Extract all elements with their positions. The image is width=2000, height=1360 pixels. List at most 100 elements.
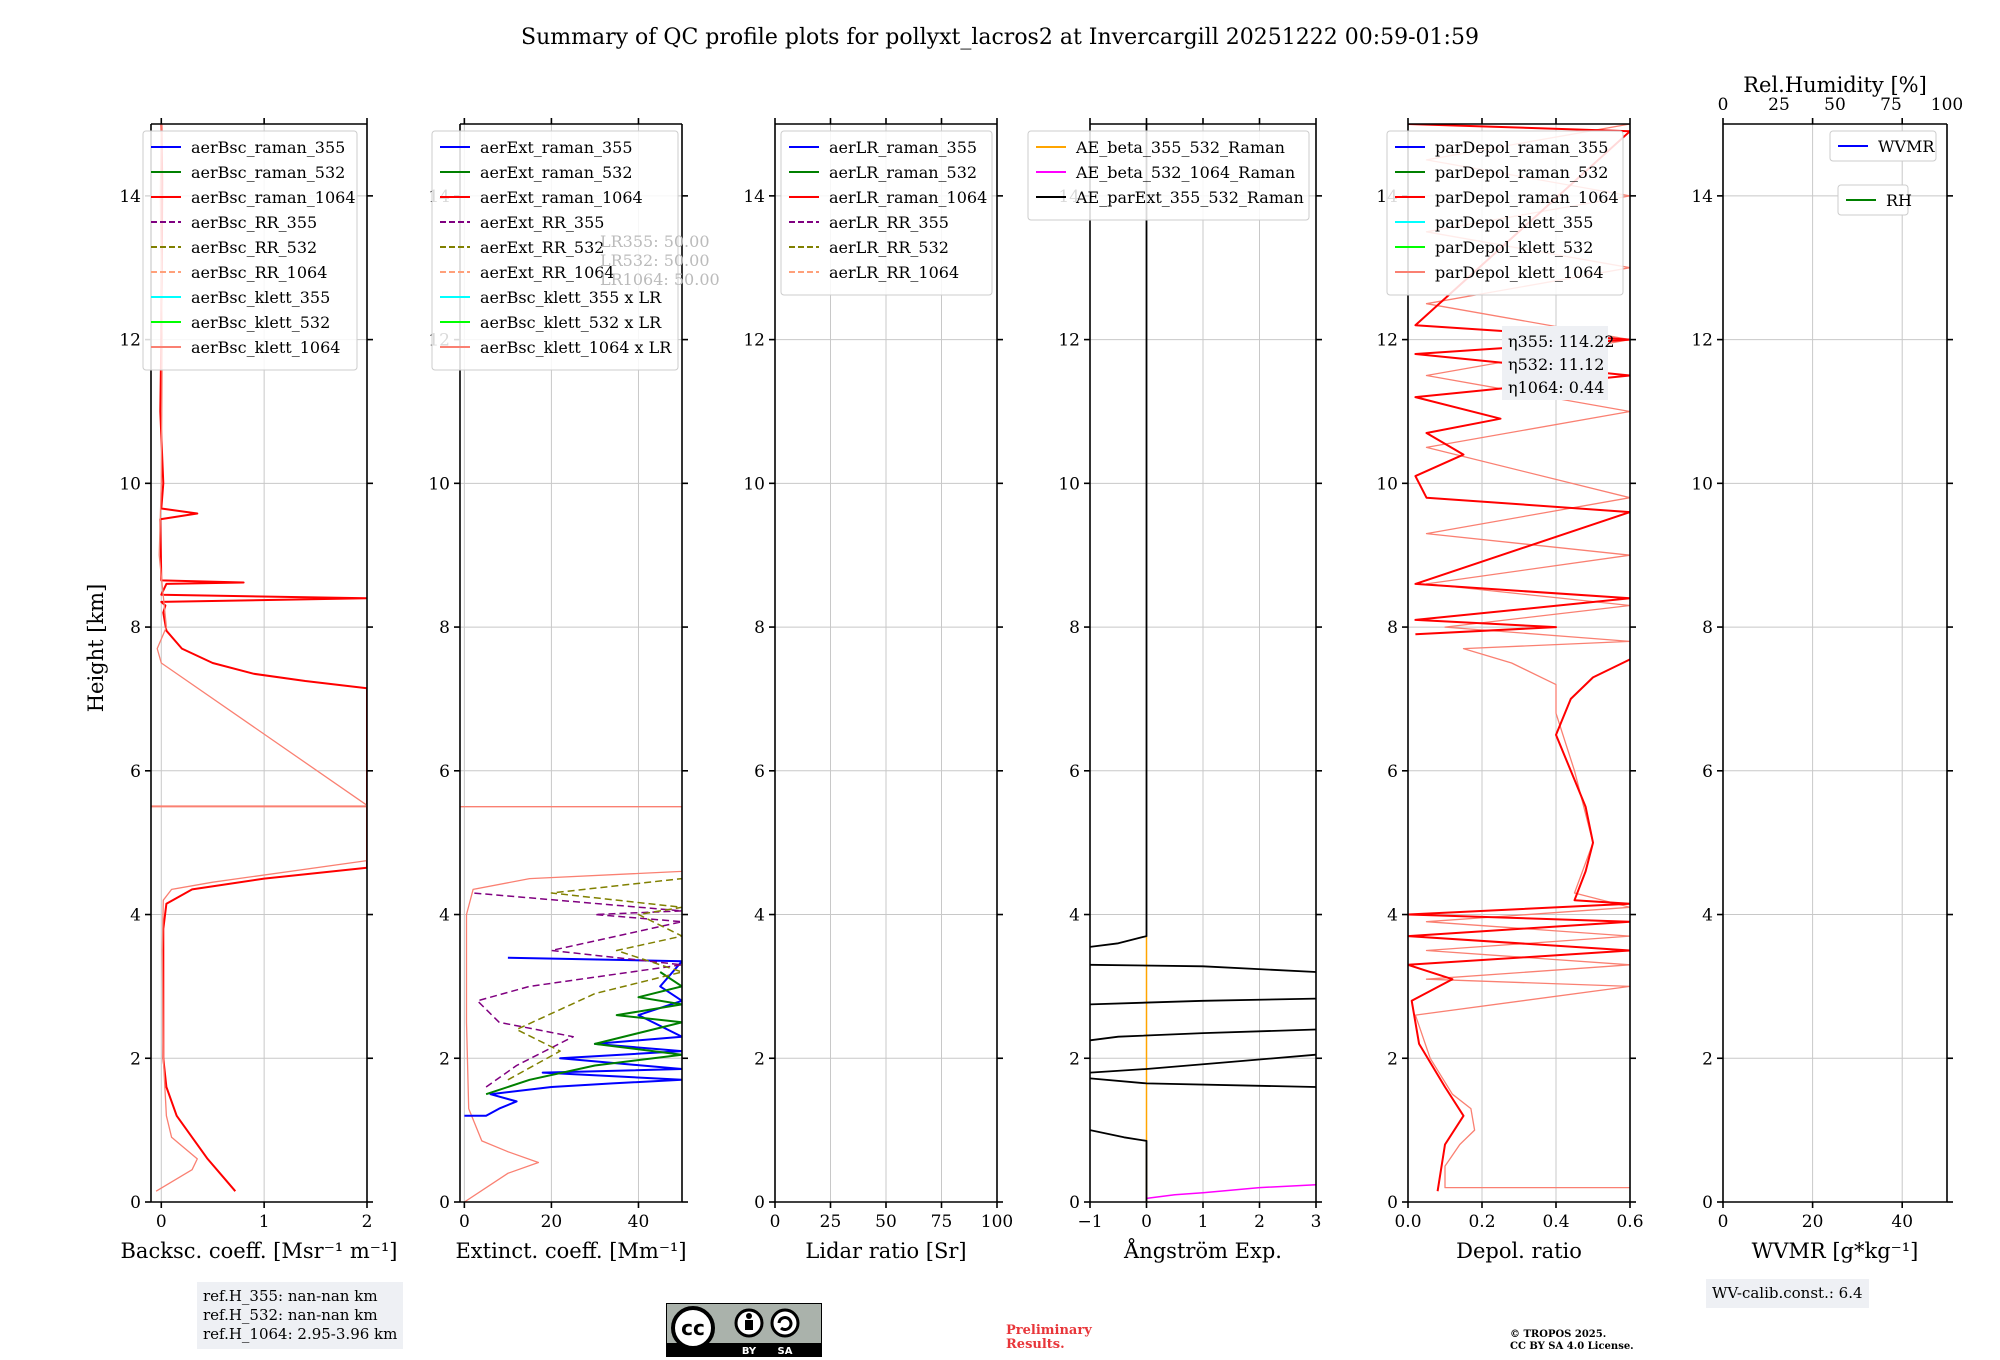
legend-label: AE_beta_355_532_Raman — [1075, 138, 1285, 157]
y-tick-label: 14 — [1691, 187, 1713, 207]
series-AE_beta_532_1064_Raman — [1146, 1184, 1316, 1200]
x-tick-label: 40 — [1891, 1212, 1913, 1232]
y-tick-label: 10 — [1691, 474, 1713, 494]
x-tick-label: 2 — [1254, 1212, 1265, 1232]
x-tick-label: 50 — [875, 1212, 897, 1232]
y-tick-label: 14 — [119, 187, 141, 207]
y-tick-label: 12 — [743, 331, 765, 351]
copyright-note: © TROPOS 2025. CC BY SA 4.0 License. — [1510, 1329, 1634, 1352]
legend-label: parDepol_raman_1064 — [1435, 188, 1619, 207]
y-tick-label: 8 — [439, 618, 450, 638]
ref-height-1064: ref.H_1064: 2.95-3.96 km — [203, 1325, 398, 1343]
legend-ae: AE_beta_355_532_Raman AE_beta_532_1064_Ra… — [1027, 130, 1310, 221]
y-tick-label: 2 — [439, 1049, 450, 1069]
series-aerExt_raman_355 — [464, 956, 682, 1117]
y-tick-label: 10 — [1058, 474, 1080, 494]
y-tick-label: 2 — [130, 1049, 141, 1069]
y-tick-label: 8 — [1387, 618, 1398, 638]
y-tick-label: 0 — [1069, 1193, 1080, 1213]
preliminary-note: Preliminary Results. — [1006, 1323, 1092, 1352]
y-tick-label: 8 — [1702, 618, 1713, 638]
panel-ext: 0246810121402040Extinct. coeff. [Mm⁻¹]ae… — [428, 118, 720, 1263]
y-tick-label: 10 — [1376, 474, 1398, 494]
x-axis-label-dep: Depol. ratio — [1456, 1239, 1582, 1263]
y-tick-label: 4 — [1702, 906, 1713, 926]
legend-label: aerBsc_RR_1064 — [191, 263, 327, 282]
y-tick-label: 12 — [1376, 331, 1398, 351]
svg-text:cc: cc — [681, 1316, 705, 1340]
y-tick-label: 14 — [743, 187, 765, 207]
eta-box: η355: 114.22 η532: 11.12 η1064: 0.44 — [1502, 326, 1615, 400]
legend-box — [780, 130, 993, 296]
y-tick-label: 12 — [1058, 331, 1080, 351]
y-tick-label: 12 — [119, 331, 141, 351]
legend-label: aerBsc_klett_532 — [191, 313, 330, 332]
top-tick-label: 100 — [1931, 95, 1963, 115]
legend-label: aerBsc_raman_532 — [191, 163, 345, 182]
legend-wv: WVMR RH — [1829, 130, 1937, 216]
legend-label: aerLR_RR_532 — [829, 238, 949, 257]
top-tick-label: 50 — [1824, 95, 1846, 115]
legend-label: aerBsc_klett_1064 — [191, 338, 340, 357]
legend-label: aerLR_raman_355 — [829, 138, 977, 157]
y-tick-label: 6 — [1702, 762, 1713, 782]
legend-label: parDepol_klett_1064 — [1435, 263, 1604, 282]
legend-label: aerLR_raman_532 — [829, 163, 977, 182]
y-tick-label: 4 — [130, 906, 141, 926]
y-tick-label: 6 — [439, 762, 450, 782]
legend-label: aerExt_raman_355 — [480, 138, 633, 157]
y-tick-label: 4 — [754, 906, 765, 926]
legend-label: aerExt_raman_1064 — [480, 188, 643, 207]
legend-box — [1027, 130, 1310, 221]
legend-bsc: aerBsc_raman_355 aerBsc_raman_532 aerBsc_r… — [142, 130, 358, 371]
y-axis-label: Height [km] — [84, 584, 108, 713]
y-tick-label: 2 — [1387, 1049, 1398, 1069]
x-tick-label: 2 — [362, 1212, 373, 1232]
legend-label: aerExt_RR_355 — [480, 213, 604, 232]
eta-label: η532: 11.12 — [1508, 355, 1604, 374]
series-AE_parExt_355_532_Raman — [1090, 1028, 1316, 1042]
x-tick-label: 20 — [541, 1212, 563, 1232]
y-tick-label: 10 — [743, 474, 765, 494]
legend-label: RH — [1886, 191, 1912, 210]
x-tick-label: 0 — [1141, 1212, 1152, 1232]
y-tick-label: 0 — [130, 1193, 141, 1213]
panel-lr: 0 2 4 6 8 10 12 14 0 25 50 75 100 Lidar ratio [Sr] aer… — [743, 118, 1013, 1263]
y-tick-label: 2 — [754, 1049, 765, 1069]
eta-background — [1502, 326, 1608, 400]
legend-label: aerLR_RR_355 — [829, 213, 949, 232]
legend-label: aerLR_raman_1064 — [829, 188, 987, 207]
y-tick-label: 4 — [439, 906, 450, 926]
x-tick-label: 0.6 — [1616, 1212, 1643, 1232]
x-tick-label: −1 — [1077, 1212, 1102, 1232]
series-group — [1090, 124, 1316, 1202]
x-axis-label-bsc: Backsc. coeff. [Msr⁻¹ m⁻¹] — [121, 1239, 398, 1263]
series-group — [460, 806, 682, 1202]
x-tick-label: 0 — [459, 1212, 470, 1232]
top-tick-label: 75 — [1880, 95, 1902, 115]
y-tick-label: 8 — [130, 618, 141, 638]
series-parDepol_klett_1064 — [1414, 124, 1630, 1189]
y-tick-label: 12 — [1691, 331, 1713, 351]
series-aerBsc_klett_1064 x LR — [460, 806, 682, 1202]
legend-label: aerBsc_raman_1064 — [191, 188, 356, 207]
top-tick-label: 25 — [1768, 95, 1790, 115]
series-aerBsc_klett_1064 — [151, 124, 367, 1192]
x-tick-label: 0.0 — [1394, 1212, 1421, 1232]
legend-dep: parDepol_raman_355 parDepol_raman_532 parD… — [1386, 130, 1624, 296]
y-tick-label: 10 — [119, 474, 141, 494]
y-tick-label: 0 — [754, 1193, 765, 1213]
legend-label: AE_beta_532_1064_Raman — [1075, 163, 1295, 182]
x-tick-label: 3 — [1311, 1212, 1322, 1232]
ref-height-355: ref.H_355: nan-nan km — [203, 1287, 378, 1305]
x-tick-label: 1 — [259, 1212, 270, 1232]
y-tick-label: 2 — [1702, 1049, 1713, 1069]
legend-label: aerBsc_RR_355 — [191, 213, 317, 232]
legend-label: AE_parExt_355_532_Raman — [1075, 188, 1304, 207]
top-tick-label: 0 — [1718, 95, 1729, 115]
series-AE_parExt_355_532_Raman — [1090, 124, 1148, 948]
top-axis-label: Rel.Humidity [%] — [1743, 73, 1927, 97]
y-tick-label: 10 — [428, 474, 450, 494]
